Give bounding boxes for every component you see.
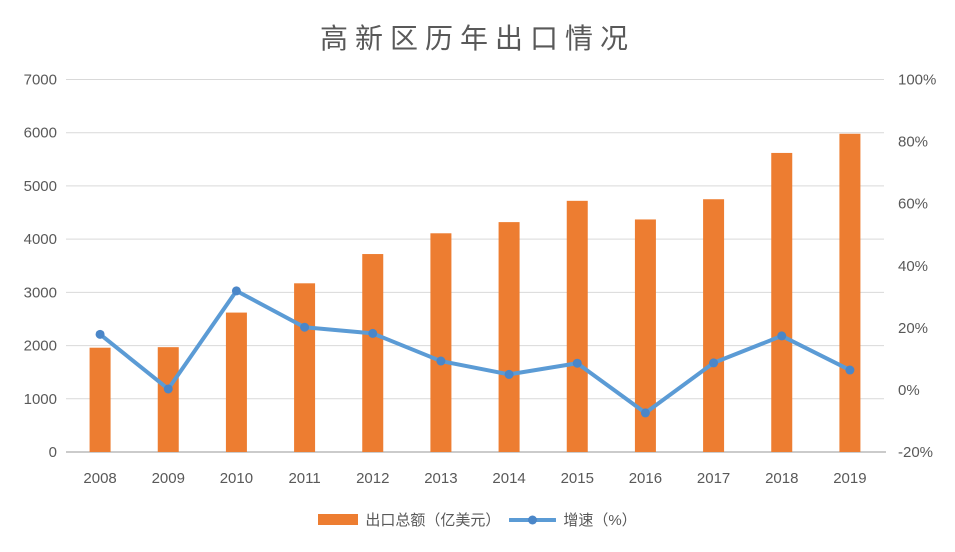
bar-series-swatch-icon — [318, 514, 359, 525]
y-right-tick-label: 20% — [898, 320, 928, 337]
growth-marker-2018 — [777, 331, 787, 341]
legend-item-export-total: 出口总额（亿美元） — [318, 509, 500, 530]
legend-marker-glyph — [528, 515, 538, 524]
growth-line — [98, 288, 852, 415]
bar-2010 — [225, 312, 247, 452]
bar-2016 — [634, 219, 656, 452]
growth-marker-2012 — [368, 328, 378, 338]
growth-marker-2013 — [436, 356, 446, 366]
bar-2011 — [294, 283, 316, 452]
growth-marker-2016 — [640, 408, 650, 418]
growth-marker-2011 — [300, 322, 310, 332]
y-left-tick-label: 0 — [49, 444, 57, 461]
x-tick-label: 2013 — [424, 470, 457, 487]
y-left-tick-label: 6000 — [24, 125, 57, 142]
growth-marker-2019 — [845, 365, 855, 375]
y-left-tick-label: 5000 — [24, 178, 57, 195]
y-left-tick-label: 3000 — [24, 284, 57, 301]
x-tick-label: 2012 — [356, 470, 389, 487]
legend-item-growth-rate: 增速（%） — [509, 509, 637, 530]
bar-2013 — [430, 233, 452, 452]
y-right-tick-label: 0% — [898, 382, 920, 399]
growth-marker-2017 — [709, 358, 719, 368]
bar-2018 — [771, 152, 793, 452]
y-left-tick-label: 4000 — [24, 231, 57, 248]
line-series-label: 增速（%） — [563, 512, 637, 529]
growth-marker-2008 — [95, 329, 105, 339]
y-right-tick-label: 40% — [898, 258, 928, 275]
line-series-swatch-icon — [509, 515, 557, 524]
x-tick-label: 2016 — [629, 470, 662, 487]
x-tick-label: 2014 — [492, 470, 525, 487]
growth-marker-2015 — [572, 358, 582, 368]
growth-marker-2014 — [504, 369, 514, 379]
bar-2012 — [362, 254, 384, 452]
y-right-tick-label: -20% — [898, 444, 933, 461]
x-tick-label: 2017 — [697, 470, 730, 487]
x-tick-label: 2011 — [288, 470, 320, 487]
bar-2014 — [498, 222, 520, 452]
bar-2015 — [566, 200, 588, 452]
x-tick-label: 2019 — [833, 470, 866, 487]
x-tick-label: 2010 — [220, 470, 253, 487]
y-left-tick-label: 1000 — [24, 391, 57, 408]
y-right-tick-label: 60% — [898, 196, 928, 213]
growth-marker-2010 — [231, 286, 241, 296]
x-tick-label: 2009 — [152, 470, 185, 487]
bar-series-label: 出口总额（亿美元） — [365, 512, 501, 529]
bar-2019 — [839, 133, 861, 452]
y-left-tick-label: 2000 — [24, 338, 57, 355]
legend: 出口总额（亿美元） 增速（%） — [0, 509, 955, 530]
y-right-tick-label: 100% — [898, 72, 936, 89]
bar-2017 — [703, 199, 725, 452]
x-tick-label: 2008 — [83, 470, 116, 487]
x-tick-label: 2018 — [765, 470, 798, 487]
y-left-tick-label: 7000 — [24, 72, 57, 89]
x-tick-label: 2015 — [561, 470, 594, 487]
y-right-tick-label: 80% — [898, 134, 928, 151]
bar-2008 — [89, 347, 111, 452]
growth-marker-2009 — [163, 384, 173, 394]
bar-2009 — [157, 347, 179, 452]
chart-title: 高新区历年出口情况 — [319, 22, 635, 55]
